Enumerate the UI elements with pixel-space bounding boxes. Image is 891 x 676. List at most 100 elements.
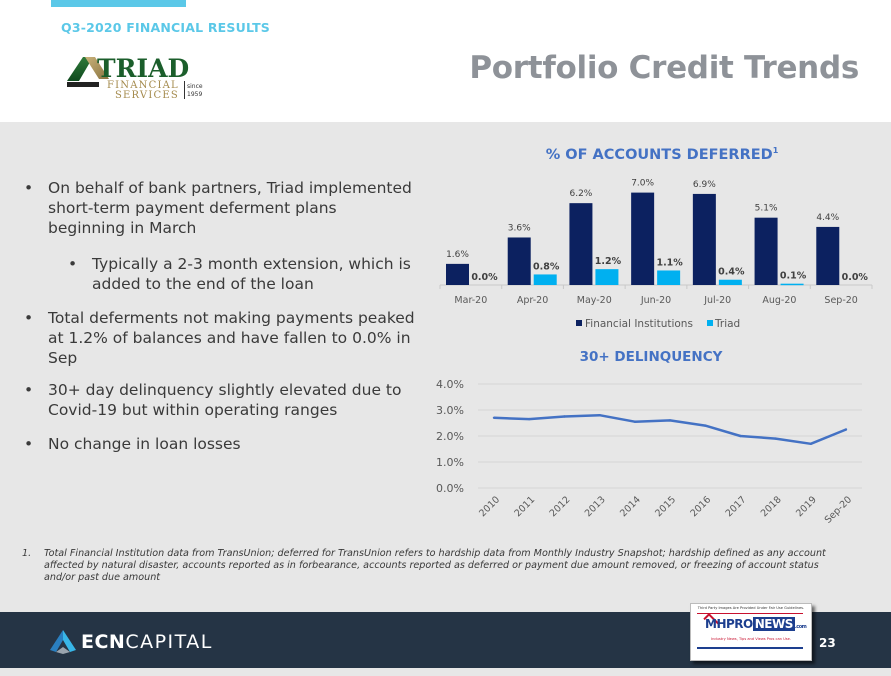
- bar-label-fi: 6.2%: [569, 189, 592, 199]
- line-y-tick-label: 2.0%: [436, 430, 464, 443]
- footer-strip: [0, 668, 891, 676]
- watermark-brand-a: MHPRO: [705, 617, 753, 631]
- line-chart-delinquency: 30+ DELINQUENCY 0.0% 1.0% 2.0% 3.0% 4.0% 2010…: [436, 349, 862, 526]
- report-subtitle: Q3-2020 FINANCIAL RESULTS: [61, 20, 270, 35]
- bar-triad: [657, 270, 681, 285]
- triad-logo: TRIAD FINANCIAL SERVICES since 1959: [67, 55, 203, 100]
- line-point: [739, 434, 742, 438]
- legend-swatch-financial-institutions: [576, 320, 582, 326]
- bar-triad: [718, 279, 742, 285]
- line-x-tick-label: 2017: [724, 494, 749, 519]
- bar-financial-institutions: [507, 237, 531, 285]
- bar-label-fi: 3.6%: [508, 223, 531, 233]
- bullet-dot: •: [68, 255, 78, 273]
- bullet-text: 30+ day delinquency slightly elevated du…: [48, 381, 402, 419]
- watermark-brand: MHPRO NEWS .com: [705, 617, 807, 631]
- line-x-tick-label: 2015: [653, 494, 678, 519]
- header-band: Q3-2020 FINANCIAL RESULTS TRIAD FINANCIA…: [0, 0, 891, 122]
- triad-logo-name: TRIAD: [97, 55, 189, 83]
- footnote-number: 1.: [22, 548, 32, 559]
- accent-bar: [51, 0, 186, 7]
- bar-label-fi: 5.1%: [755, 204, 778, 214]
- watermark-brand-c: .com: [794, 624, 807, 630]
- page-title: Portfolio Credit Trends: [469, 50, 859, 86]
- bar-chart-deferred: % OF ACCOUNTS DEFERRED1 1.6% 0.0% Mar-20 3.…: [439, 146, 873, 330]
- line-y-tick-label: 0.0%: [436, 482, 464, 495]
- bar-financial-institutions: [692, 193, 716, 285]
- bar-financial-institutions: [446, 263, 469, 285]
- bar-label-triad: 1.2%: [595, 256, 622, 267]
- bar-label-fi: 6.9%: [693, 180, 716, 190]
- line-point: [633, 420, 636, 423]
- bar-label-fi: 1.6%: [446, 250, 469, 260]
- bar-chart-title: % OF ACCOUNTS DEFERRED1: [546, 146, 779, 163]
- bar-label-triad: 0.1%: [780, 271, 807, 282]
- bullet-dot: •: [24, 309, 34, 327]
- bar-label-fi: 7.0%: [631, 179, 654, 189]
- content-area: • On behalf of bank partners, Triad impl…: [0, 122, 891, 612]
- line-x-tick-label: 2011: [512, 494, 537, 519]
- page-number: 23: [819, 636, 836, 650]
- bar-category-label: May-20: [577, 295, 612, 306]
- bullet-text: Total deferments not making payments pea…: [48, 309, 415, 367]
- bullet-text: No change in loan losses: [48, 435, 241, 453]
- bar-category-label: Jun-20: [640, 295, 671, 306]
- triad-logo-since-year: 1959: [187, 91, 202, 98]
- watermark-tagline: Industry News, Tips and Views Pros can U…: [711, 637, 791, 641]
- bar-triad: [595, 269, 619, 285]
- triad-logo-green-shape: [67, 57, 93, 81]
- line-point: [704, 424, 707, 427]
- bar-triad: [780, 283, 804, 286]
- watermark-top-text: Third Party Images Are Provided Under Fa…: [697, 606, 805, 610]
- triad-logo-dark-bar: [67, 82, 99, 87]
- bar-label-triad: 0.8%: [533, 261, 560, 272]
- legend-swatch-triad: [707, 320, 713, 326]
- line-point: [774, 437, 777, 440]
- triad-logo-line1: FINANCIAL: [107, 80, 179, 91]
- line-x-tick-label: 2018: [759, 494, 784, 519]
- bar-category-label: Apr-20: [517, 295, 548, 306]
- ecn-brand-bold: ECN: [81, 631, 126, 653]
- bar-label-triad: 1.1%: [656, 257, 683, 268]
- line-x-tick-label: 2013: [583, 494, 608, 519]
- bar-financial-institutions: [569, 203, 593, 285]
- line-chart-title: 30+ DELINQUENCY: [580, 349, 723, 365]
- triad-logo-gold-shape: [85, 57, 109, 79]
- line-x-tick-label: 2010: [477, 494, 502, 519]
- line-point: [563, 415, 566, 418]
- charts-layer: % OF ACCOUNTS DEFERRED1 1.6% 0.0% Mar-20 3.…: [436, 146, 873, 526]
- ecn-brand-light: CAPITAL: [125, 631, 213, 653]
- line-point: [844, 428, 848, 431]
- line-x-tick-label: 2019: [794, 494, 819, 519]
- line-y-tick-label: 3.0%: [436, 404, 464, 417]
- line-point: [598, 414, 601, 417]
- bullet-dot: •: [24, 435, 34, 453]
- bar-financial-institutions: [631, 192, 655, 285]
- line-point: [528, 417, 531, 421]
- bullet-dot: •: [24, 381, 34, 399]
- bar-financial-institutions: [754, 217, 778, 285]
- bullet-dot: •: [24, 179, 34, 197]
- bar-chart-title-superscript: 1: [773, 146, 779, 155]
- mhpronews-watermark: Third Party Images Are Provided Under Fa…: [690, 603, 812, 661]
- bullet-text: Typically a 2-3 month extension, which i…: [92, 255, 411, 293]
- line-y-tick-label: 1.0%: [436, 456, 464, 469]
- line-x-tick-label: 2016: [688, 494, 713, 519]
- triad-logo-line2: SERVICES: [115, 90, 179, 100]
- bar-chart-title-text: % OF ACCOUNTS DEFERRED: [546, 147, 773, 163]
- bar-label-fi: 4.4%: [816, 213, 839, 223]
- bar-category-label: Mar-20: [454, 295, 487, 306]
- line-x-tick-label: Sep-20: [823, 494, 854, 525]
- bar-label-triad: 0.4%: [718, 267, 745, 278]
- bar-category-label: Aug-20: [762, 295, 796, 306]
- bar-triad: [533, 274, 557, 285]
- footnote-text: Total Financial Institution data from Tr…: [44, 548, 826, 583]
- bar-category-label: Jul-20: [703, 295, 731, 306]
- bar-label-triad: 0.0%: [842, 272, 869, 283]
- line-point: [668, 419, 672, 422]
- bar-label-triad: 0.0%: [471, 272, 498, 283]
- legend-label-triad: Triad: [714, 318, 740, 330]
- line-point: [809, 442, 812, 445]
- line-x-tick-label: 2012: [548, 494, 573, 519]
- bar-marks: 1.6% 0.0% Mar-20 3.6% 0.8% Apr-20 6.2% 1.2% May-…: [439, 179, 873, 306]
